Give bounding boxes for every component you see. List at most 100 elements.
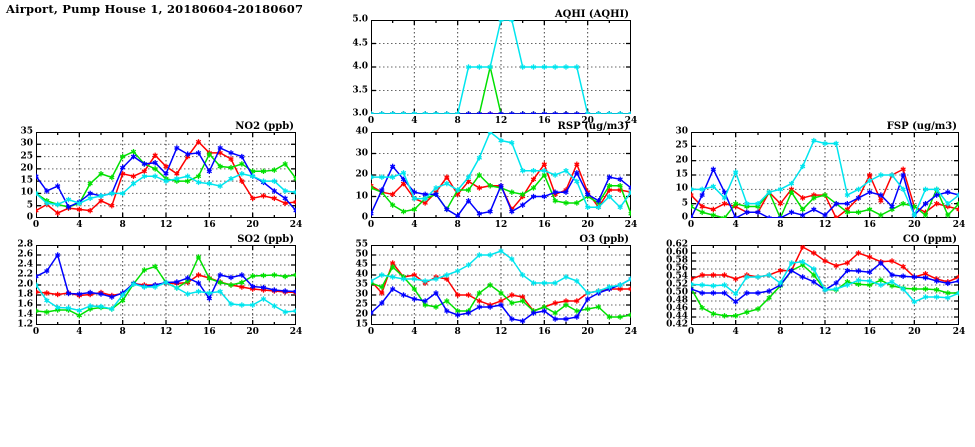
- y-tick-label: 30: [355, 148, 368, 158]
- y-tick-label: 50: [355, 249, 368, 260]
- x-tick-label: 4: [411, 116, 418, 126]
- y-tick-label: 2.2: [17, 269, 33, 280]
- y-tick-label: 25: [20, 151, 33, 162]
- y-tick-label: 0: [26, 212, 33, 223]
- x-tick-label: 4: [76, 220, 83, 230]
- x-tick-label: 8: [777, 327, 784, 337]
- y-tick-label: 1.4: [17, 309, 33, 320]
- x-tick-label: 20: [581, 327, 594, 337]
- y-tick-label: 3.5: [352, 85, 368, 95]
- plot-canvas-fsp: [691, 132, 959, 218]
- plot-canvas-o3: [371, 245, 631, 325]
- y-tick-label: 35: [20, 126, 33, 137]
- chart-title-fsp: FSP (ug/m3): [886, 121, 957, 132]
- x-tick-label: 20: [581, 220, 594, 230]
- x-tick-label: 12: [494, 116, 508, 126]
- y-tick-label: 10: [20, 187, 33, 198]
- y-tick-label: 2.0: [17, 279, 33, 290]
- x-tick-label: 0: [32, 220, 40, 230]
- data-markers-day1: [36, 139, 296, 216]
- chart-title-o3: O3 (ppb): [579, 234, 629, 245]
- x-tick-label: 0: [367, 220, 375, 230]
- y-tick-label: 0.46: [666, 303, 688, 314]
- y-tick-label: 15: [355, 319, 368, 330]
- x-tick-label: 12: [494, 220, 508, 230]
- x-tick-label: 8: [119, 327, 126, 337]
- x-tick-label: 8: [119, 220, 126, 230]
- y-tick-label: 5: [681, 198, 688, 209]
- plot-canvas-co: [691, 245, 959, 325]
- x-tick-label: 0: [32, 327, 40, 337]
- x-tick-label: 4: [732, 327, 739, 337]
- x-tick-label: 4: [411, 327, 418, 337]
- y-tick-label: 5: [26, 200, 33, 211]
- chart-title-so2: SO2 (ppb): [237, 234, 294, 245]
- x-tick-label: 24: [624, 327, 638, 337]
- y-tick-label: 1.8: [17, 289, 33, 300]
- y-tick-label: 0: [361, 212, 368, 223]
- x-tick-label: 4: [76, 327, 83, 337]
- x-tick-label: 8: [454, 327, 461, 337]
- y-tick-label: 0.42: [666, 319, 688, 330]
- y-tick-label: 0.48: [666, 295, 688, 306]
- chart-title-rsp: RSP (ug/m3): [557, 121, 629, 132]
- y-tick-label: 25: [675, 140, 688, 151]
- y-tick-label: 10: [675, 183, 688, 194]
- data-markers-day4: [371, 132, 631, 210]
- x-tick-label: 0: [367, 327, 375, 337]
- y-tick-label: 55: [355, 239, 368, 250]
- y-tick-label: 35: [355, 279, 368, 290]
- y-tick-label: 30: [20, 138, 33, 149]
- x-tick-label: 16: [538, 220, 551, 230]
- y-tick-label: 0.62: [666, 239, 688, 250]
- data-markers-day3: [371, 276, 631, 324]
- panel-so2: SO2 (ppb) 1.2 1.4 1.6 1.8 2.0 2.2 2.4 2.6 2.8 0 4 8 1…: [17, 234, 302, 337]
- y-tick-label: 40: [355, 269, 368, 280]
- x-tick-label: 16: [863, 220, 876, 230]
- y-tick-label: 0.56: [666, 263, 688, 274]
- panel-no2: NO2 (ppb) 0 5 10 15 20 25 30 35 0 4 8 12 16 20 24: [20, 121, 302, 230]
- x-tick-label: 0: [367, 116, 375, 126]
- y-tick-label: 15: [20, 175, 33, 186]
- data-markers-day3: [36, 145, 296, 214]
- data-markers-day4: [36, 279, 296, 315]
- y-tick-label: 10: [355, 191, 368, 201]
- data-markers-day3: [691, 260, 959, 305]
- x-tick-label: 4: [411, 220, 418, 230]
- x-tick-label: 12: [159, 220, 173, 230]
- data-markers-day4: [36, 171, 296, 208]
- x-tick-label: 24: [624, 220, 638, 230]
- panel-fsp: FSP (ug/m3) 0 5 10 15 20 25 30 0 4 8 12 16 20 24: [675, 121, 965, 230]
- y-tick-label: 20: [355, 169, 368, 180]
- y-tick-label: 0: [681, 212, 688, 223]
- y-tick-label: 0.52: [666, 279, 688, 290]
- y-tick-label: 0.58: [666, 255, 688, 266]
- panel-co: CO (ppm) 0.42 0.44 0.46 0.48 0.50 0.52 0.54 0.56…: [666, 234, 965, 337]
- data-markers-day4: [691, 259, 959, 305]
- x-tick-label: 24: [952, 220, 966, 230]
- y-tick-label: 20: [675, 155, 688, 166]
- data-markers-day1: [691, 245, 959, 285]
- x-tick-label: 16: [863, 327, 876, 337]
- y-tick-label: 15: [675, 169, 688, 180]
- data-markers-day4: [371, 248, 631, 296]
- panel-rsp: RSP (ug/m3) 0 10 20 30 40 0 4 8 12 16 20 24: [355, 121, 637, 230]
- y-tick-label: 0.60: [666, 247, 688, 258]
- y-tick-label: 3.0: [352, 108, 368, 119]
- x-tick-label: 12: [494, 327, 508, 337]
- x-tick-label: 8: [454, 116, 461, 126]
- data-markers-day3: [371, 163, 631, 218]
- y-tick-label: 2.4: [17, 259, 33, 270]
- y-tick-label: 2.6: [17, 249, 33, 260]
- x-tick-label: 4: [732, 220, 739, 230]
- y-tick-label: 30: [355, 289, 368, 300]
- x-tick-label: 20: [908, 220, 921, 230]
- x-tick-label: 12: [818, 220, 832, 230]
- y-tick-label: 25: [355, 299, 368, 310]
- x-tick-label: 16: [538, 327, 551, 337]
- y-tick-label: 2.8: [17, 239, 33, 250]
- x-tick-label: 8: [454, 220, 461, 230]
- x-tick-label: 16: [538, 116, 551, 126]
- y-tick-label: 30: [675, 126, 688, 137]
- panel-o3: O3 (ppb) 15 20 25 30 35 40 45 50 55 0 4 8 12 16 20 24: [355, 234, 637, 337]
